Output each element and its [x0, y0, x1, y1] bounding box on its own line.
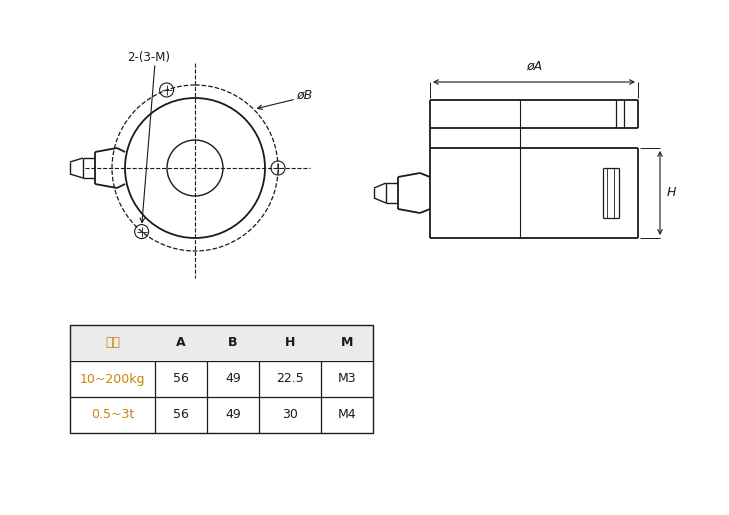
Bar [70, 325, 373, 433]
Text: 量程: 量程 [105, 336, 120, 350]
Text: 49: 49 [225, 372, 241, 386]
Text: 30: 30 [282, 408, 298, 421]
Text: M4: M4 [338, 408, 356, 421]
Text: 49: 49 [225, 408, 241, 421]
Bar [70, 325, 373, 361]
Text: øB: øB [296, 89, 312, 101]
Text: M3: M3 [338, 372, 356, 386]
Text: 2-(3-M): 2-(3-M) [127, 50, 170, 63]
Text: 56: 56 [173, 372, 189, 386]
Text: A: A [176, 336, 186, 350]
Text: M: M [341, 336, 353, 350]
Text: H: H [285, 336, 295, 350]
Text: 0.5~3t: 0.5~3t [91, 408, 134, 421]
Text: 56: 56 [173, 408, 189, 421]
Text: 10~200kg: 10~200kg [79, 372, 145, 386]
Text: H: H [667, 186, 677, 199]
Text: B: B [228, 336, 238, 350]
Text: øA: øA [526, 60, 542, 73]
Text: 22.5: 22.5 [276, 372, 304, 386]
